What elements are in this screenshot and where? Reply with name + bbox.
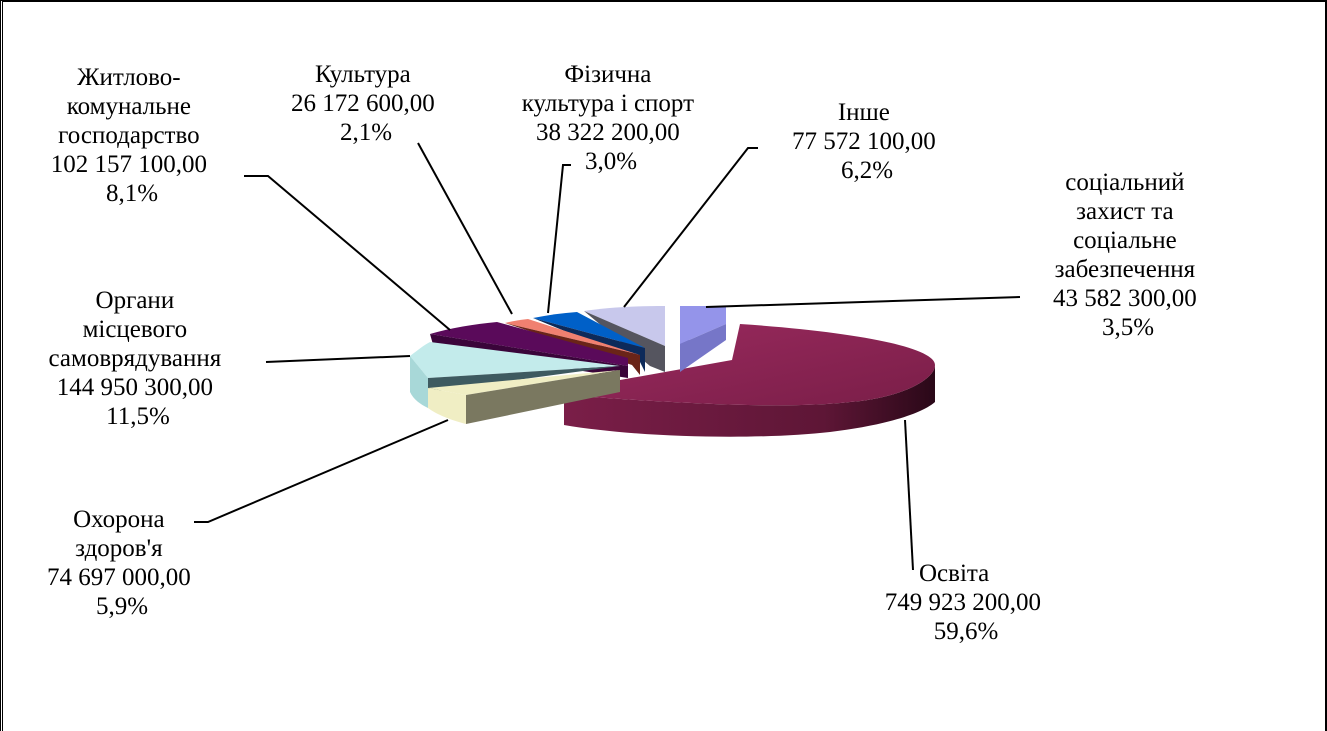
label-sport-line2: культура і спорт xyxy=(522,90,694,117)
label-inshe-value: 77 572 100,00 xyxy=(792,128,936,155)
label-osvita-name: Освіта xyxy=(919,560,989,587)
slice-kultura xyxy=(505,319,640,355)
slice-labels: Освіта 749 923 200,00 59,6% Охорона здор… xyxy=(47,61,1203,645)
label-zhytlovo-line1: Житлово- xyxy=(77,64,181,91)
label-orhany-line3: самоврядування xyxy=(49,345,222,372)
leader-kultura xyxy=(417,142,513,315)
label-osvita-value: 749 923 200,00 xyxy=(885,589,1041,616)
label-kultura-value: 26 172 600,00 xyxy=(291,90,435,117)
slice-sport-side xyxy=(533,318,645,372)
label-sotsialnyi-percent: 3,5% xyxy=(1102,314,1154,341)
leader-zhytlovo xyxy=(244,175,451,331)
leader-lines xyxy=(194,142,1021,571)
label-zhytlovo-value: 102 157 100,00 xyxy=(51,151,207,178)
leader-sotsialnyi xyxy=(705,296,1021,308)
label-orhany-percent: 11,5% xyxy=(106,403,170,430)
label-zhytlovo-percent: 8,1% xyxy=(106,180,158,207)
leader-sport xyxy=(547,164,571,314)
label-sotsialnyi: соціальний захист та соціальне забезпече… xyxy=(1053,169,1203,341)
label-kultura-percent: 2,1% xyxy=(340,119,392,146)
label-kultura-name: Культура xyxy=(315,61,411,88)
pie-slices xyxy=(410,306,935,437)
leader-orhany xyxy=(265,355,411,363)
label-okhorona: Охорона здоров'я 74 697 000,00 5,9% xyxy=(47,506,197,620)
label-orhany: Органи місцевого самоврядування 144 950 … xyxy=(49,287,228,430)
label-inshe-percent: 6,2% xyxy=(841,157,893,184)
slice-orhany xyxy=(410,342,620,378)
slice-sotsialnyi-front xyxy=(680,324,726,372)
label-okhorona-line2: здоров'я xyxy=(75,535,163,562)
label-zhytlovo: Житлово- комунальне господарство 102 157… xyxy=(51,64,214,207)
slice-okhorona-left xyxy=(428,388,466,424)
slice-zhytlovo xyxy=(430,322,628,366)
slice-okhorona-side xyxy=(466,370,620,424)
label-inshe: Інше 77 572 100,00 6,2% xyxy=(792,99,942,184)
slice-sotsialnyi xyxy=(680,306,726,344)
slice-orhany-side xyxy=(410,356,428,408)
slice-osvita-side xyxy=(564,365,935,437)
label-sotsialnyi-value: 43 582 300,00 xyxy=(1053,285,1197,312)
label-sport-value: 38 322 200,00 xyxy=(536,119,680,146)
label-sotsialnyi-line3: соціальне xyxy=(1073,227,1177,254)
label-kultura: Культура 26 172 600,00 2,1% xyxy=(291,61,441,146)
leader-okhorona xyxy=(194,419,449,523)
label-orhany-line2: місцевого xyxy=(83,316,188,343)
label-zhytlovo-line3: господарство xyxy=(58,122,199,149)
label-zhytlovo-line2: комунальне xyxy=(67,93,191,120)
label-osvita-percent: 59,6% xyxy=(934,618,999,645)
slice-inshe xyxy=(584,306,665,346)
label-inshe-name: Інше xyxy=(838,99,890,126)
label-sotsialnyi-line1: соціальний xyxy=(1065,169,1184,196)
label-osvita: Освіта 749 923 200,00 59,6% xyxy=(885,560,1048,645)
slice-okhorona xyxy=(428,370,620,395)
label-sotsialnyi-line4: забезпечення xyxy=(1055,256,1196,283)
label-okhorona-percent: 5,9% xyxy=(96,593,148,620)
slice-osvita xyxy=(564,324,935,406)
label-orhany-value: 144 950 300,00 xyxy=(57,374,213,401)
label-sport-line1: Фізична xyxy=(564,61,651,88)
label-sport-percent: 3,0% xyxy=(585,148,637,175)
label-sotsialnyi-line2: захист та xyxy=(1076,198,1173,225)
label-okhorona-value: 74 697 000,00 xyxy=(47,564,191,591)
slice-kultura-side xyxy=(505,323,640,375)
label-sport: Фізична культура і спорт 38 322 200,00 3… xyxy=(522,61,701,175)
leader-inshe xyxy=(623,147,758,308)
slice-sport xyxy=(533,312,645,348)
label-okhorona-line1: Охорона xyxy=(73,506,165,533)
leader-osvita xyxy=(904,419,914,571)
label-orhany-line1: Органи xyxy=(96,287,175,314)
